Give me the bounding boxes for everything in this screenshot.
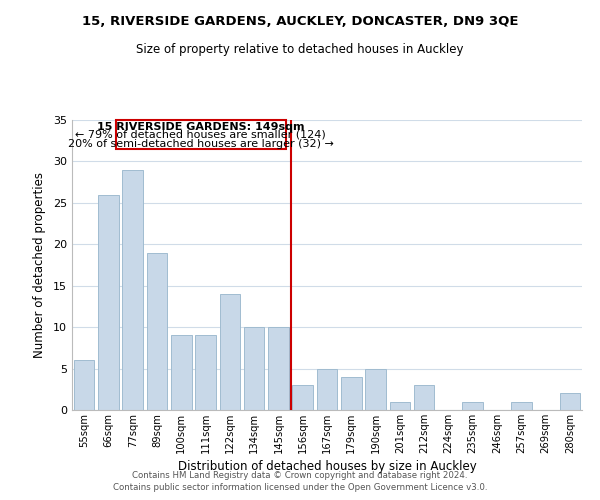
FancyBboxPatch shape <box>116 120 286 149</box>
Text: Contains public sector information licensed under the Open Government Licence v3: Contains public sector information licen… <box>113 484 487 492</box>
Text: Size of property relative to detached houses in Auckley: Size of property relative to detached ho… <box>136 42 464 56</box>
Bar <box>74 360 94 410</box>
Bar <box>146 252 167 410</box>
Bar <box>560 394 580 410</box>
Text: Contains HM Land Registry data © Crown copyright and database right 2024.: Contains HM Land Registry data © Crown c… <box>132 471 468 480</box>
Bar <box>341 377 362 410</box>
Bar <box>220 294 240 410</box>
Bar <box>511 402 532 410</box>
Text: 15 RIVERSIDE GARDENS: 149sqm: 15 RIVERSIDE GARDENS: 149sqm <box>97 122 304 132</box>
Bar <box>98 194 119 410</box>
Bar <box>463 402 483 410</box>
Y-axis label: Number of detached properties: Number of detached properties <box>33 172 46 358</box>
Bar <box>365 368 386 410</box>
Bar <box>244 327 265 410</box>
Bar <box>292 385 313 410</box>
Bar <box>122 170 143 410</box>
Bar <box>389 402 410 410</box>
Bar <box>414 385 434 410</box>
Bar <box>195 336 216 410</box>
X-axis label: Distribution of detached houses by size in Auckley: Distribution of detached houses by size … <box>178 460 476 473</box>
Text: 20% of semi-detached houses are larger (32) →: 20% of semi-detached houses are larger (… <box>68 139 334 149</box>
Bar <box>268 327 289 410</box>
Text: ← 79% of detached houses are smaller (124): ← 79% of detached houses are smaller (12… <box>76 130 326 140</box>
Bar <box>317 368 337 410</box>
Text: 15, RIVERSIDE GARDENS, AUCKLEY, DONCASTER, DN9 3QE: 15, RIVERSIDE GARDENS, AUCKLEY, DONCASTE… <box>82 15 518 28</box>
Bar <box>171 336 191 410</box>
